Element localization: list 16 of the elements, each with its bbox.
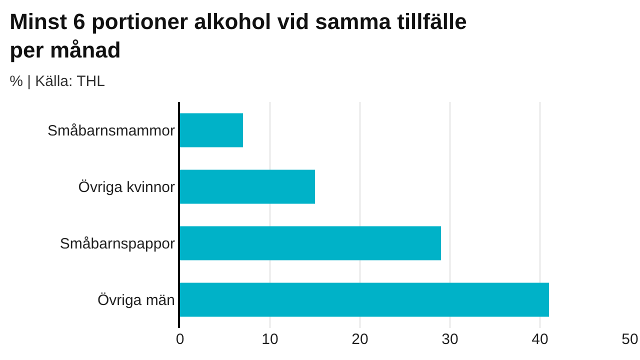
bar bbox=[180, 282, 549, 317]
y-tick-label: Småbarnsmammor bbox=[47, 122, 176, 140]
x-tick-label: 40 bbox=[532, 331, 548, 348]
x-tick-label: 0 bbox=[176, 331, 184, 348]
x-tick-label: 30 bbox=[442, 331, 458, 348]
bar bbox=[180, 113, 243, 148]
x-tick-label: 10 bbox=[262, 331, 278, 348]
bar bbox=[180, 170, 315, 204]
bar bbox=[180, 226, 441, 260]
x-tick-label: 20 bbox=[352, 331, 368, 348]
y-tick-label: Småbarnspappor bbox=[60, 236, 175, 252]
chart-title: Minst 6 portioner alkohol vid samma tillfälle per månad bbox=[10, 8, 467, 62]
x-tick-label: 50 bbox=[622, 331, 638, 348]
y-tick-label: Övriga män bbox=[97, 292, 175, 309]
y-tick-label: Övriga kvinnor bbox=[78, 179, 176, 196]
text: % | Källa: THL bbox=[10, 73, 105, 90]
